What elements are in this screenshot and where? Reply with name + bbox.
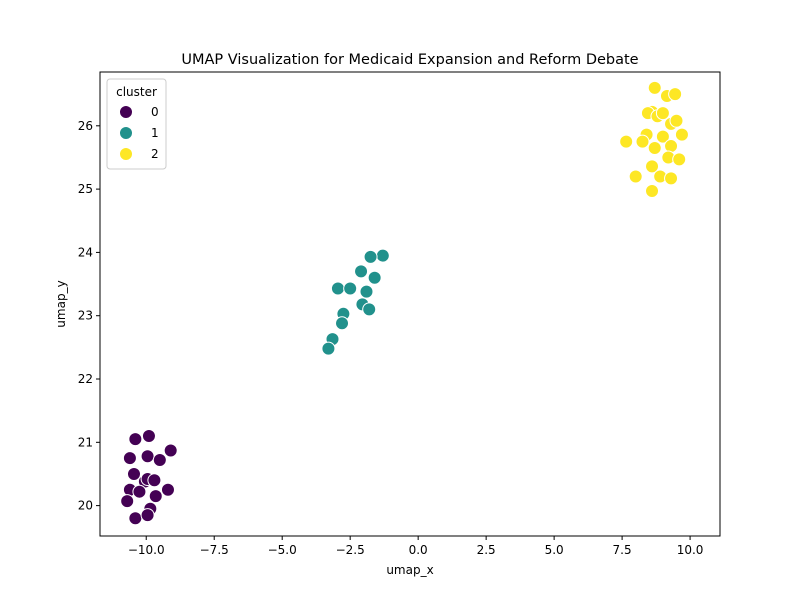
legend-label-2: 2 (151, 147, 159, 161)
cluster-2-point-8 (669, 113, 684, 128)
legend-box (106, 78, 167, 170)
x-tick-label: 5.0 (545, 543, 564, 557)
x-tick-label: 0.0 (409, 543, 428, 557)
cluster-0-point-9 (147, 473, 162, 488)
cluster-1-point-5 (343, 281, 358, 296)
cluster-2-point-11 (674, 127, 689, 142)
y-tick-label: 20 (78, 499, 93, 513)
cluster-1-point-10 (335, 316, 350, 331)
cluster-2-point-0 (647, 80, 662, 95)
cluster-2-point-15 (664, 139, 679, 154)
plot-area-frame (99, 71, 721, 537)
cluster-2-point-18 (645, 159, 660, 174)
y-tick-label: 23 (78, 309, 93, 323)
legend-label-0: 0 (151, 105, 159, 119)
cluster-0-point-12 (148, 489, 163, 504)
x-axis-ticks: −10.0 −7.5 −5.0 −2.5 0.0 2.5 5.0 7.5 10.0 (128, 536, 704, 557)
cluster-0-point-13 (160, 482, 175, 497)
y-tick-label: 22 (78, 372, 93, 386)
cluster-0-point-4 (140, 449, 155, 464)
cluster-2-point-6 (655, 106, 670, 121)
cluster-0-point-2 (163, 443, 178, 458)
y-tick-label: 25 (78, 182, 93, 196)
cluster-0-point-3 (122, 451, 137, 466)
legend-marker-2 (119, 147, 133, 161)
x-tick-label: 2.5 (477, 543, 496, 557)
cluster-0-point-16 (128, 511, 143, 526)
x-tick-label: −2.5 (336, 543, 365, 557)
cluster-0-point-1 (141, 428, 156, 443)
legend-entries: 0 1 2 (119, 105, 159, 161)
cluster-0-point-0 (128, 432, 143, 447)
cluster-1-point-4 (330, 281, 345, 296)
cluster-0-point-11 (132, 484, 147, 499)
cluster-1-point-2 (354, 264, 369, 279)
y-tick-label: 24 (78, 245, 93, 259)
cluster-1-point-6 (359, 284, 374, 299)
x-axis-label: umap_x (386, 563, 433, 577)
chart-title: UMAP Visualization for Medicaid Expansio… (181, 52, 638, 68)
x-tick-label: 7.5 (613, 543, 632, 557)
y-axis-ticks: 20 21 22 23 24 25 26 (78, 119, 100, 513)
cluster-0-point-17 (140, 508, 155, 523)
legend: cluster 0 1 2 (106, 78, 167, 170)
cluster-2-point-12 (619, 134, 634, 149)
cluster-1-point-8 (362, 302, 377, 317)
y-axis-label: umap_y (54, 280, 68, 327)
x-tick-label: 10.0 (677, 543, 704, 557)
cluster-2-point-13 (635, 134, 650, 149)
cluster-1-point-0 (375, 248, 390, 263)
cluster-2-point-14 (647, 140, 662, 155)
cluster-2-point-2 (668, 87, 683, 102)
cluster-1-point-12 (321, 341, 336, 356)
data-points (120, 80, 689, 526)
x-tick-label: −7.5 (200, 543, 229, 557)
cluster-2-point-10 (655, 129, 670, 144)
cluster-2-point-19 (628, 169, 643, 184)
legend-marker-0 (119, 105, 133, 119)
cluster-2-point-21 (664, 171, 679, 186)
cluster-2-point-22 (645, 184, 660, 199)
legend-title: cluster (116, 85, 157, 99)
y-tick-label: 26 (78, 119, 93, 133)
cluster-1-point-1 (363, 249, 378, 264)
x-tick-label: −5.0 (268, 543, 297, 557)
cluster-0-point-6 (126, 466, 141, 481)
cluster-2-point-17 (672, 152, 687, 167)
x-tick-label: −10.0 (128, 543, 165, 557)
cluster-0-point-5 (152, 453, 167, 468)
cluster-1-point-3 (367, 270, 382, 285)
legend-marker-1 (119, 126, 133, 140)
y-tick-label: 21 (78, 435, 93, 449)
legend-label-1: 1 (151, 126, 159, 140)
cluster-0-point-14 (120, 494, 135, 509)
